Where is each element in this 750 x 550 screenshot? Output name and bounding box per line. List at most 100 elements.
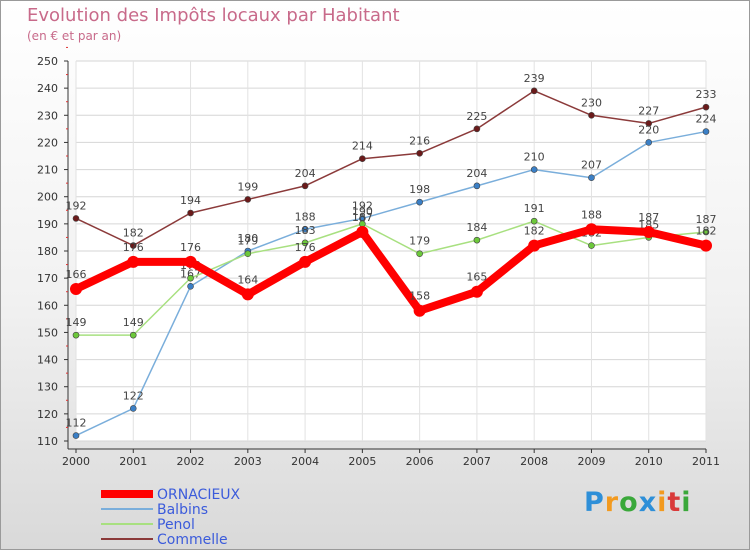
data-label-commelle: 214 <box>352 140 373 153</box>
y-tick-label: 230 <box>37 109 58 122</box>
data-label-ornacieux: 164 <box>237 273 258 286</box>
series-line-balbins <box>75 130 707 437</box>
data-label-ornacieux: 176 <box>180 241 201 254</box>
series-line-ornacieux <box>74 225 707 315</box>
y-tick-label: 110 <box>37 435 58 448</box>
data-label-commelle: 230 <box>581 96 602 109</box>
data-point-penol <box>244 250 252 258</box>
data-point-ornacieux <box>413 304 426 317</box>
data-label-ornacieux: 187 <box>638 211 659 224</box>
data-point-balbins <box>645 139 653 146</box>
y-tick-label: 130 <box>37 381 58 394</box>
y-tick-label: 180 <box>37 245 58 258</box>
x-tick-label: 2003 <box>234 455 262 468</box>
series-line-commelle <box>75 90 707 247</box>
data-point-commelle <box>359 155 366 163</box>
data-label-balbins: 204 <box>466 167 487 180</box>
data-point-commelle <box>530 87 538 95</box>
y-tick-label: 250 <box>37 55 58 68</box>
data-point-penol <box>72 331 80 339</box>
data-point-commelle <box>416 149 423 157</box>
data-label-ornacieux: 182 <box>524 225 545 238</box>
data-point-ornacieux <box>184 255 197 268</box>
data-point-penol <box>702 228 710 236</box>
data-label-commelle: 199 <box>237 180 258 193</box>
data-point-ornacieux <box>528 239 541 252</box>
y-tick-label: 140 <box>37 354 58 367</box>
data-point-commelle <box>702 103 710 111</box>
y-tick-label: 200 <box>37 191 58 204</box>
y-tick-label: 190 <box>37 218 58 231</box>
data-label-commelle: 239 <box>524 72 545 85</box>
data-label-ornacieux: 187 <box>352 211 373 224</box>
y-tick-label: 210 <box>37 164 58 177</box>
x-tick-label: 2008 <box>520 455 548 468</box>
data-label-commelle: 225 <box>466 110 487 123</box>
data-label-balbins: 210 <box>524 151 545 164</box>
x-tick-label: 2001 <box>119 455 147 468</box>
x-tick-label: 2005 <box>348 455 376 468</box>
data-label-commelle: 227 <box>638 104 659 117</box>
data-point-penol <box>530 217 538 225</box>
data-point-commelle <box>72 215 80 222</box>
legend-label-balbins: Balbins <box>157 502 208 518</box>
data-point-balbins <box>530 166 538 173</box>
x-tick-label: 2007 <box>463 455 491 468</box>
data-point-penol <box>187 274 194 282</box>
y-tick-label: 240 <box>37 82 58 95</box>
x-tick-label: 2002 <box>177 455 205 468</box>
data-point-ornacieux <box>700 239 712 252</box>
data-point-penol <box>301 239 309 247</box>
data-point-commelle <box>473 125 481 133</box>
y-tick-label: 170 <box>37 272 58 285</box>
data-point-commelle <box>129 242 137 249</box>
data-label-penol: 187 <box>696 213 717 226</box>
legend-label-commelle: Commelle <box>157 532 228 548</box>
legend-label-penol: Penol <box>157 517 195 533</box>
y-tick-label: 220 <box>37 136 58 149</box>
legend-label-ornacieux: ORNACIEUX <box>157 487 241 503</box>
data-point-ornacieux <box>470 285 483 298</box>
data-point-balbins <box>129 405 137 412</box>
data-label-balbins: 180 <box>237 232 258 245</box>
data-point-balbins <box>301 225 309 233</box>
logo-letter: i <box>681 487 692 518</box>
x-tick-label: 2000 <box>62 455 90 468</box>
x-tick-label: 2011 <box>692 455 720 468</box>
data-label-commelle: 192 <box>66 199 87 212</box>
data-point-ornacieux <box>127 255 140 268</box>
chart-subtitle: (en € et par an) <box>27 29 122 43</box>
y-tick-label: 160 <box>37 299 58 312</box>
data-label-commelle: 182 <box>123 227 144 240</box>
data-point-commelle <box>588 111 595 119</box>
chart-title: Evolution des Impôts locaux par Habitant <box>27 5 400 26</box>
data-point-balbins <box>187 282 194 290</box>
data-label-penol: 179 <box>237 235 258 248</box>
data-label-balbins: 167 <box>180 267 201 280</box>
data-label-balbins: 198 <box>409 183 430 196</box>
data-label-balbins: 207 <box>581 159 602 172</box>
series-line-penol <box>76 220 707 336</box>
data-label-ornacieux: 176 <box>295 241 316 254</box>
data-label-penol: 183 <box>295 224 316 237</box>
data-label-penol: 184 <box>466 221 487 234</box>
logo-letter: P <box>584 487 605 518</box>
data-point-commelle <box>645 120 653 127</box>
data-label-commelle: 194 <box>180 194 201 207</box>
data-label-ornacieux: 158 <box>409 290 430 303</box>
data-point-penol <box>416 250 423 258</box>
data-label-ornacieux: 182 <box>696 225 717 238</box>
data-label-balbins: 220 <box>638 123 659 136</box>
data-point-ornacieux <box>299 255 312 268</box>
data-label-balbins: 224 <box>696 113 717 126</box>
data-label-commelle: 233 <box>696 88 717 101</box>
data-label-commelle: 204 <box>295 167 316 180</box>
data-point-penol <box>473 236 481 244</box>
logo-letter: t <box>667 487 682 518</box>
data-point-commelle <box>244 196 252 203</box>
y-tick-label: 120 <box>37 408 58 421</box>
data-label-ornacieux: 176 <box>123 241 144 254</box>
data-label-commelle: 216 <box>409 134 430 147</box>
